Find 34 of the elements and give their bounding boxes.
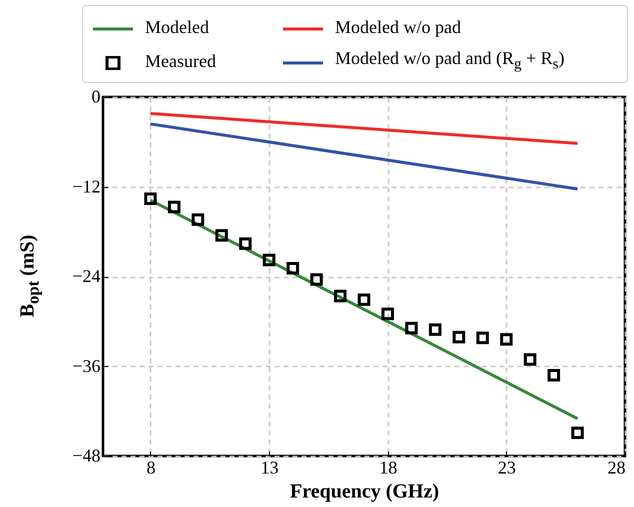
legend-label: Modeled <box>145 16 209 38</box>
x-tick-label: 28 <box>608 458 626 478</box>
y-tick-label: −36 <box>72 356 100 376</box>
point <box>192 213 204 226</box>
x-tick-label: 13 <box>260 458 279 478</box>
x-tick-label: 18 <box>379 458 398 478</box>
x-axis-title: Frequency (GHz) <box>290 480 440 502</box>
point <box>428 323 442 336</box>
point <box>358 293 370 306</box>
point <box>262 254 276 266</box>
point <box>144 192 157 205</box>
point <box>215 229 228 242</box>
point <box>548 368 560 382</box>
point <box>334 290 347 302</box>
point <box>286 262 300 275</box>
point <box>571 426 584 440</box>
y-tick-label: −24 <box>72 266 100 286</box>
point <box>405 322 418 334</box>
legend-label: Measured <box>145 50 216 72</box>
y-tick-label: 0 <box>92 86 100 106</box>
legend-label: Modeled w/o pad and (R$_{g}$ + R$_{s}$) <box>335 48 564 74</box>
y-tick-label: −12 <box>72 176 100 196</box>
point <box>310 273 323 286</box>
x-tick-label: 23 <box>498 458 516 478</box>
point <box>168 200 180 214</box>
point <box>452 330 466 344</box>
legend-label: Modeled w/o pad <box>335 16 461 38</box>
point <box>524 353 536 366</box>
point <box>476 332 489 344</box>
y-tick-label: −48 <box>72 446 100 466</box>
point <box>500 333 513 346</box>
x-tick-label: 8 <box>146 458 156 478</box>
point <box>381 308 394 320</box>
point <box>239 237 252 250</box>
